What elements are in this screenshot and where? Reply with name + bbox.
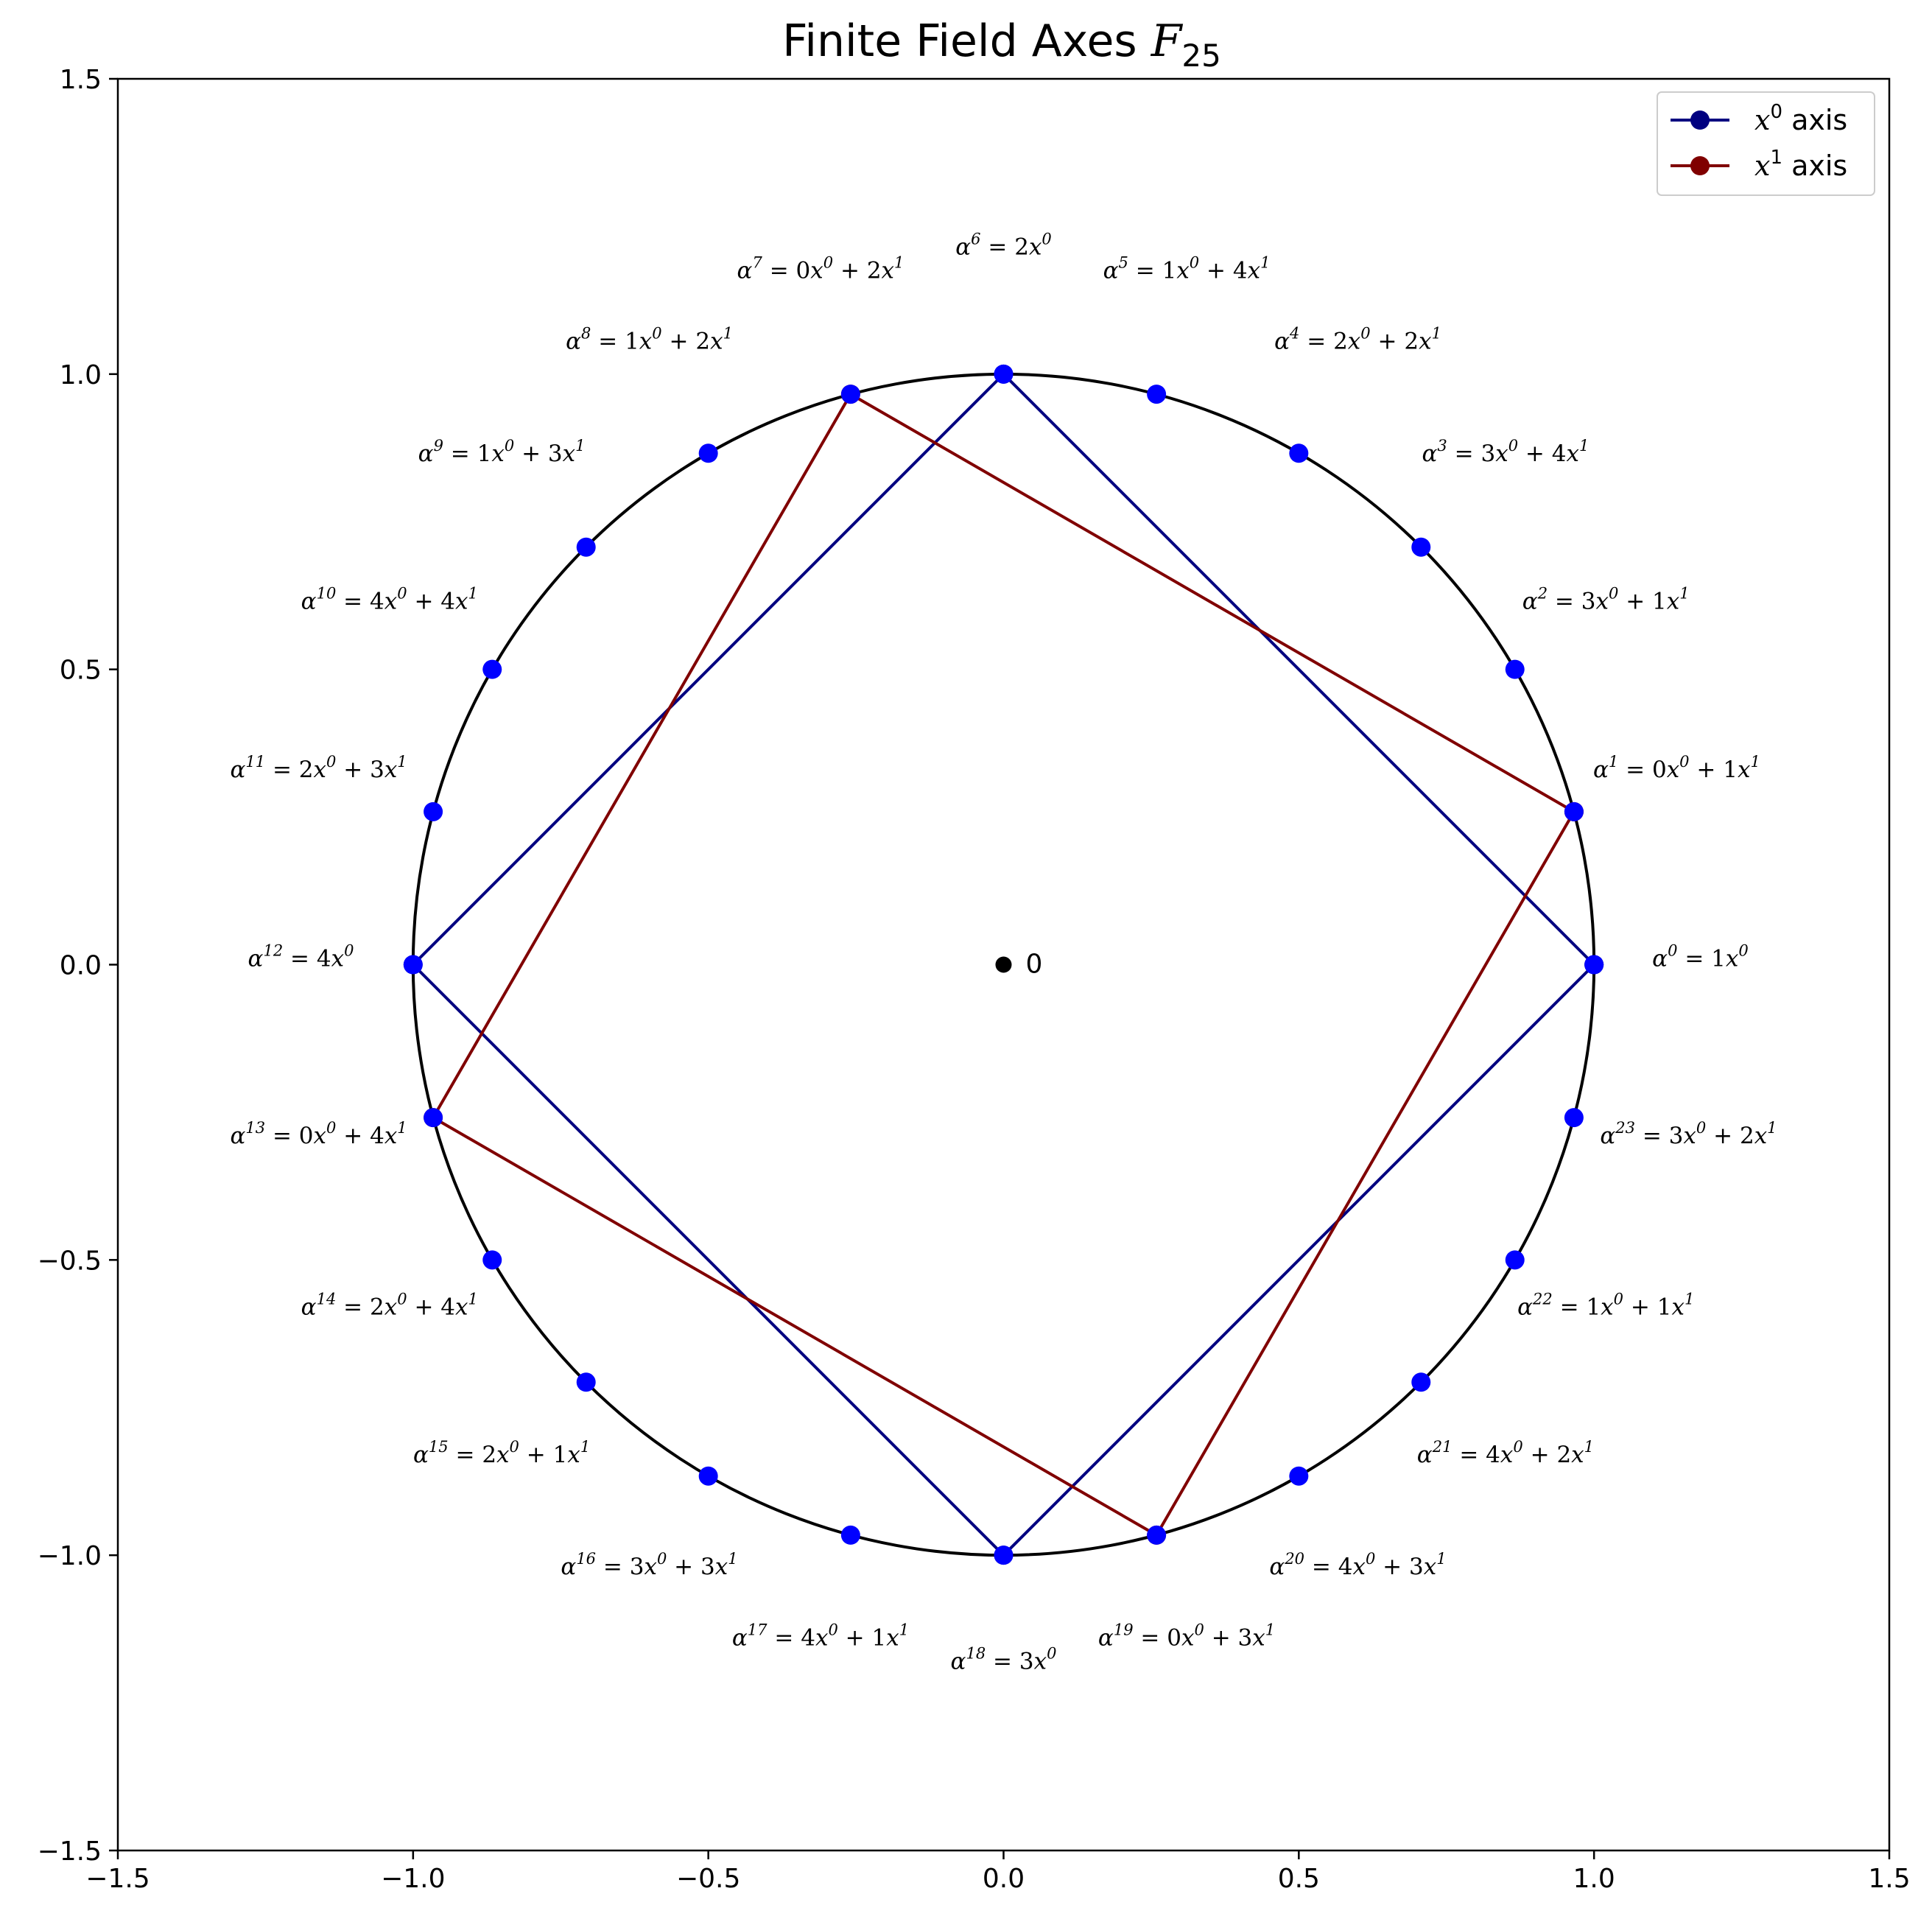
element-point-alpha-17 xyxy=(840,1525,860,1545)
annotation-alpha-17: α17 = 4x0 + 1x1 xyxy=(732,1621,909,1651)
annotation-alpha-22: α22 = 1x0 + 1x1 xyxy=(1517,1290,1694,1320)
element-point-alpha-4 xyxy=(1289,443,1309,463)
annotation-alpha-2: α2 = 3x0 + 1x1 xyxy=(1522,584,1690,614)
element-point-alpha-8 xyxy=(698,443,718,463)
x-tick-label: −1.5 xyxy=(85,1864,150,1894)
element-point-alpha-18 xyxy=(994,1546,1014,1565)
legend-label-x0: x0 axis xyxy=(1754,101,1847,136)
element-point-alpha-14 xyxy=(482,1250,502,1270)
annotation-alpha-20: α20 = 4x0 + 3x1 xyxy=(1269,1550,1446,1580)
annotation-alpha-10: α10 = 4x0 + 4x1 xyxy=(301,584,478,614)
annotation-alpha-3: α3 = 3x0 + 4x1 xyxy=(1422,437,1589,467)
element-point-alpha-16 xyxy=(698,1466,718,1486)
x-tick-label: 0.5 xyxy=(1278,1864,1320,1894)
annotation-alpha-16: α16 = 3x0 + 3x1 xyxy=(561,1550,737,1580)
y-tick-label: 1.5 xyxy=(60,65,102,95)
annotation-alpha-5: α5 = 1x0 + 4x1 xyxy=(1103,254,1271,284)
element-point-alpha-23 xyxy=(1564,1108,1584,1128)
origin-point xyxy=(995,956,1012,973)
element-point-alpha-2 xyxy=(1505,659,1525,679)
x-tick-label: 1.0 xyxy=(1573,1864,1615,1894)
annotation-alpha-7: α7 = 0x0 + 2x1 xyxy=(737,254,904,284)
annotation-alpha-9: α9 = 1x0 + 3x1 xyxy=(418,437,586,467)
annotation-alpha-15: α15 = 2x0 + 1x1 xyxy=(413,1438,590,1468)
element-point-alpha-11 xyxy=(424,801,443,821)
x-tick-label: 0.0 xyxy=(983,1864,1025,1894)
annotation-layer: α0 = 1x0 α1 = 0x0 + 1x1 α2 = 3x0 + 1x1 α3 =… xyxy=(230,230,1777,1674)
annotation-alpha-13: α13 = 0x0 + 4x1 xyxy=(230,1119,407,1149)
annotation-alpha-8: α8 = 1x0 + 2x1 xyxy=(566,325,733,355)
legend-marker-x0 xyxy=(1690,110,1710,130)
element-point-alpha-1 xyxy=(1564,801,1584,821)
annotation-alpha-4: α4 = 2x0 + 2x1 xyxy=(1274,325,1441,355)
element-point-alpha-12 xyxy=(403,955,423,975)
y-axis: −1.5 −1.0 −0.5 0.0 0.5 1.0 1.5 xyxy=(38,65,118,1867)
annotation-alpha-23: α23 = 3x0 + 2x1 xyxy=(1600,1119,1777,1149)
element-point-alpha-7 xyxy=(840,385,860,404)
annotation-alpha-6: α6 = 2x0 xyxy=(955,230,1052,260)
annotation-alpha-18: α18 = 3x0 xyxy=(951,1644,1057,1674)
x-axis: −1.5 −1.0 −0.5 0.0 0.5 1.0 1.5 xyxy=(85,1850,1911,1894)
annotation-alpha-19: α19 = 0x0 + 3x1 xyxy=(1098,1621,1275,1651)
y-tick-label: 0.5 xyxy=(60,656,102,686)
plot-area: α0 = 1x0 α1 = 0x0 + 1x1 α2 = 3x0 + 1x1 α3 =… xyxy=(230,230,1777,1674)
legend-entries: x0 axis x1 axis xyxy=(1671,101,1847,182)
annotation-alpha-1: α1 = 0x0 + 1x1 xyxy=(1593,753,1760,783)
chart-title: Finite Field Axes F25 xyxy=(782,15,1221,74)
y-tick-label: 0.0 xyxy=(60,951,102,981)
origin-label: 0 xyxy=(1026,950,1043,980)
y-tick-label: −1.5 xyxy=(38,1836,102,1867)
annotation-alpha-14: α14 = 2x0 + 4x1 xyxy=(301,1290,478,1320)
annotation-alpha-0: α0 = 1x0 xyxy=(1652,941,1749,972)
legend-marker-x1 xyxy=(1690,156,1710,175)
element-point-alpha-6 xyxy=(994,364,1014,384)
legend-label-x1: x1 axis xyxy=(1754,147,1847,182)
x-tick-label: −0.5 xyxy=(676,1864,740,1894)
element-point-alpha-10 xyxy=(482,659,502,679)
element-point-alpha-0 xyxy=(1584,955,1604,975)
x-tick-label: −1.0 xyxy=(381,1864,445,1894)
element-point-alpha-9 xyxy=(576,537,596,557)
element-point-alpha-3 xyxy=(1411,537,1431,557)
origin-layer: 0 xyxy=(995,950,1043,980)
annotation-alpha-11: α11 = 2x0 + 3x1 xyxy=(230,753,407,783)
element-point-alpha-15 xyxy=(576,1372,596,1392)
element-point-alpha-20 xyxy=(1289,1466,1309,1486)
y-tick-label: 1.0 xyxy=(60,360,102,390)
y-tick-label: −0.5 xyxy=(38,1246,102,1276)
element-point-alpha-5 xyxy=(1147,385,1167,404)
annotation-alpha-21: α21 = 4x0 + 2x1 xyxy=(1417,1438,1594,1468)
x-tick-label: 1.5 xyxy=(1868,1864,1910,1894)
annotation-alpha-12: α12 = 4x0 xyxy=(248,941,354,972)
element-point-alpha-22 xyxy=(1505,1250,1525,1270)
element-point-alpha-21 xyxy=(1411,1372,1431,1392)
points-layer xyxy=(403,364,1604,1565)
y-tick-label: −1.0 xyxy=(38,1541,102,1571)
legend: x0 axis x1 axis xyxy=(1657,91,1875,196)
element-point-alpha-19 xyxy=(1147,1525,1167,1545)
element-point-alpha-13 xyxy=(424,1108,443,1128)
legend-box xyxy=(1657,91,1875,196)
